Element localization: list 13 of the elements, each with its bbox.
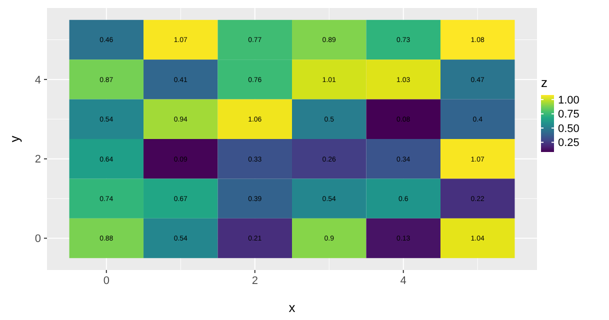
y-tick-label: 0	[34, 233, 41, 246]
x-tick-label: 2	[252, 275, 258, 287]
color-bar-label: 0.75	[558, 108, 580, 121]
legend-title: z	[541, 75, 548, 90]
x-tick-label: 4	[400, 275, 406, 287]
color-bar-label: 0.25	[558, 137, 580, 150]
x-tick-label: 0	[103, 275, 110, 287]
y-tick-label: 4	[34, 74, 41, 86]
y-axis-title: y	[7, 135, 22, 142]
x-axis-title: x	[288, 300, 296, 315]
color-bar-label: 1.00	[558, 94, 580, 106]
y-tick-label: 2	[34, 154, 41, 166]
color-bar-label: 0.50	[558, 122, 580, 135]
